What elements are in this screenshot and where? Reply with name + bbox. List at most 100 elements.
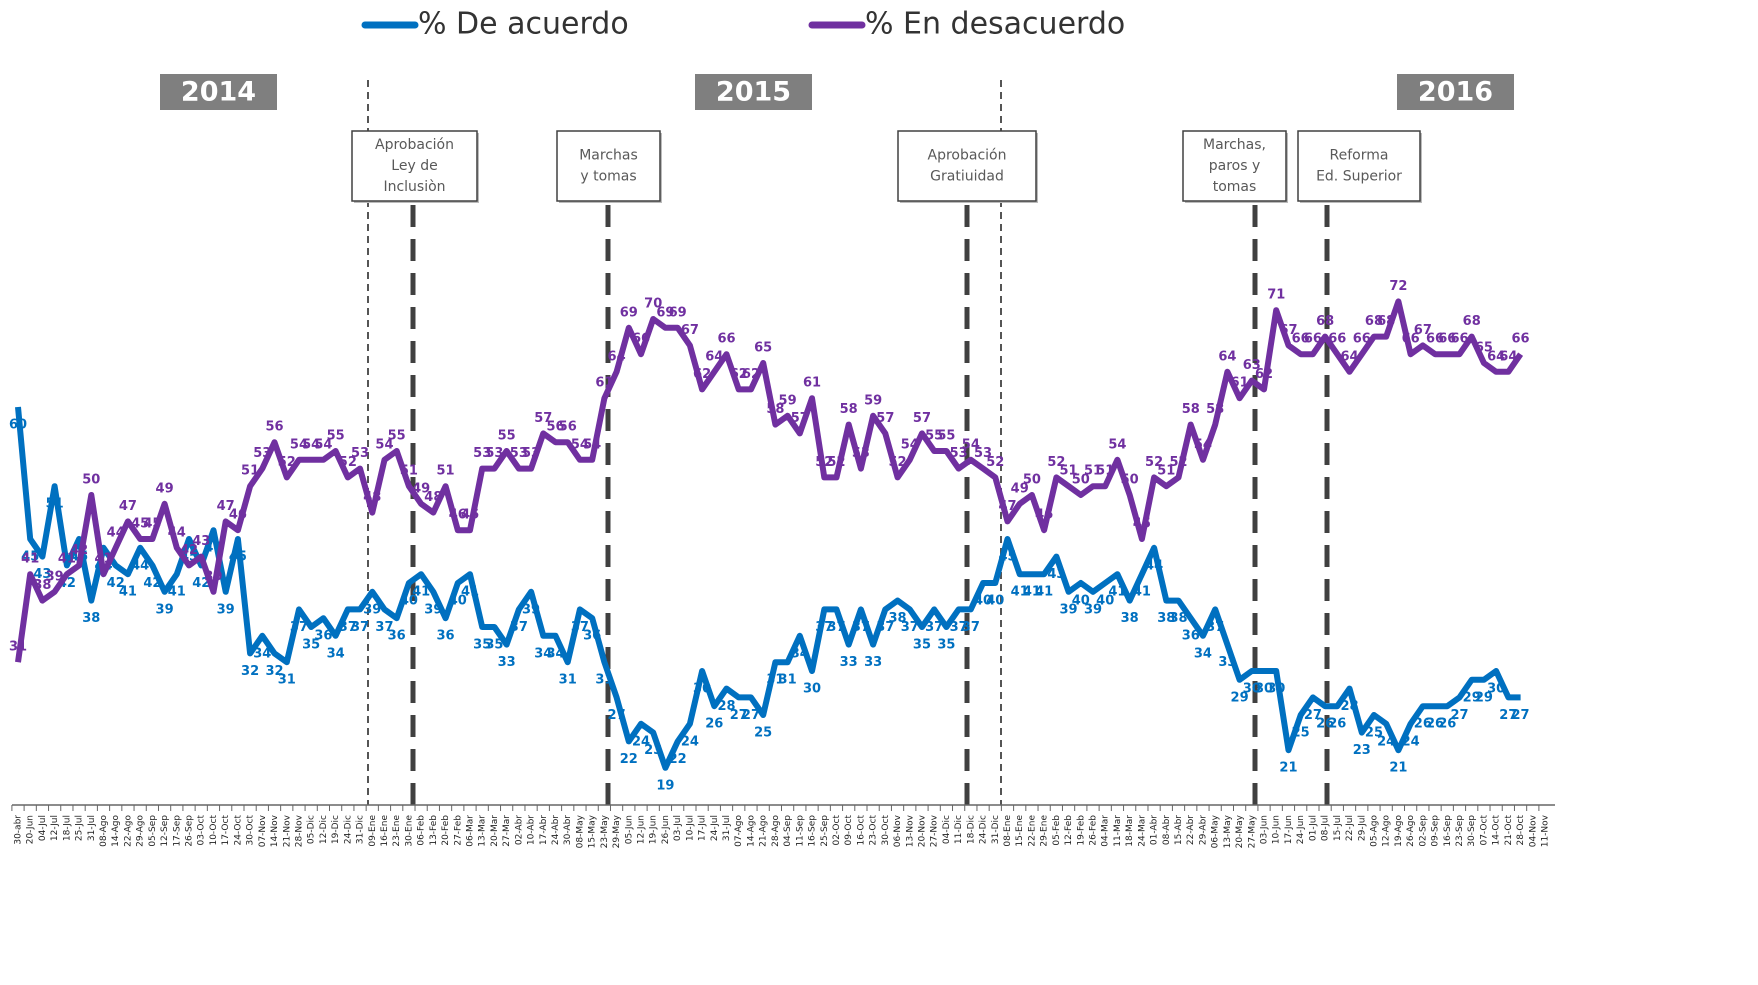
data-label: 72	[1389, 279, 1407, 294]
x-tick-label: 30-Oct	[881, 815, 891, 846]
data-label: 31	[559, 673, 577, 688]
x-tick-label: 30-Oct	[246, 815, 256, 846]
x-tick-label: 08-May	[575, 814, 585, 848]
data-label: 30	[1255, 682, 1273, 697]
data-label: 26	[1414, 717, 1432, 732]
x-tick-label: 31-Dic	[991, 815, 1001, 844]
data-label: 55	[388, 429, 406, 444]
x-tick-label: 15-May	[588, 814, 598, 848]
data-label: 39	[1084, 602, 1102, 617]
data-label: 26	[705, 717, 723, 732]
data-label: 60	[9, 418, 27, 433]
event-label: Aprobación	[375, 137, 454, 153]
data-label: 31	[9, 640, 27, 655]
data-label: 41	[1023, 585, 1041, 600]
x-tick-label: 23-Ene	[392, 815, 402, 847]
data-label: 35	[937, 638, 955, 653]
data-label: 71	[1267, 288, 1285, 303]
data-label: 39	[46, 569, 64, 584]
data-label: 66	[1328, 332, 1346, 347]
data-label: 51	[1096, 464, 1114, 479]
data-label: 42	[143, 576, 161, 591]
event-label: paros y	[1209, 158, 1261, 174]
x-tick-label: 15-Jul	[1333, 815, 1343, 841]
data-label: 41	[168, 585, 186, 600]
event-label: Marchas	[579, 148, 638, 164]
data-label: 26	[1426, 717, 1444, 732]
data-label: 43	[1047, 567, 1065, 582]
data-label: 67	[681, 323, 699, 338]
data-label: 41	[1035, 585, 1053, 600]
data-label: 31	[779, 673, 797, 688]
data-label: 51	[1060, 464, 1078, 479]
data-label: 47	[998, 499, 1016, 514]
x-tick-label: 10-Jul	[685, 815, 695, 841]
x-tick-label: 14-Ago	[111, 815, 121, 847]
x-tick-label: 13-Mar	[478, 815, 488, 847]
x-tick-label: 24-Abr	[551, 815, 561, 845]
x-tick-label: 24-Dic	[979, 815, 989, 844]
x-tick-label: 19-Jun	[649, 815, 659, 844]
data-label: 53	[522, 446, 540, 461]
data-label: 56	[546, 420, 564, 435]
x-tick-label: 11-Dic	[954, 815, 964, 844]
data-label: 34	[1194, 646, 1212, 661]
data-label: 38	[889, 611, 907, 626]
data-label: 67	[1414, 323, 1432, 338]
x-tick-label: 31-Dic	[356, 815, 366, 844]
data-label: 41	[1011, 585, 1029, 600]
data-label: 69	[656, 305, 674, 320]
data-label: 23	[644, 743, 662, 758]
data-label: 53	[974, 446, 992, 461]
data-label: 35	[302, 638, 320, 653]
data-label: 21	[1279, 761, 1297, 776]
x-tick-label: 14-Nov	[270, 814, 280, 847]
data-label: 32	[241, 664, 259, 679]
event-label: y tomas	[580, 169, 636, 185]
data-label: 66	[1292, 332, 1310, 347]
x-tick-label: 22-Jul	[1345, 815, 1355, 841]
data-label: 19	[656, 778, 674, 793]
x-tick-label: 19-Feb	[1076, 815, 1086, 846]
x-tick-label: 22-Abr	[1186, 815, 1196, 845]
data-label: 35	[485, 638, 503, 653]
data-label: 36	[314, 629, 332, 644]
x-tick-label: 18-Dic	[966, 815, 976, 844]
data-label: 31	[766, 673, 784, 688]
data-label: 33	[864, 655, 882, 670]
data-label: 37	[962, 620, 980, 635]
x-tick-label: 28-Oct	[1516, 815, 1526, 846]
data-label: 26	[1438, 717, 1456, 732]
data-label: 64	[1218, 349, 1236, 364]
data-label: 37	[375, 620, 393, 635]
x-tick-label: 09-Oct	[844, 815, 854, 846]
data-label: 52	[278, 455, 296, 470]
x-tick-label: 01-Abr	[1150, 815, 1160, 845]
x-tick-label: 03-Jul	[673, 815, 683, 841]
data-label: 50	[82, 473, 100, 488]
data-label: 62	[1255, 367, 1273, 382]
data-label: 53	[351, 446, 369, 461]
data-label: 27	[608, 708, 626, 723]
data-label: 66	[632, 332, 650, 347]
data-label: 41	[21, 552, 39, 567]
data-label: 38	[1157, 611, 1175, 626]
data-label: 40	[449, 594, 467, 609]
data-label: 33	[498, 655, 516, 670]
x-tick-label: 19-Ago	[1394, 815, 1404, 847]
x-tick-label: 23-Oct	[869, 815, 879, 846]
legend-label: % De acuerdo	[418, 7, 629, 42]
x-tick-label: 29-Jul	[1357, 815, 1367, 841]
x-tick-label: 13-Feb	[429, 815, 439, 846]
data-label: 55	[925, 429, 943, 444]
data-label: 44	[1145, 558, 1163, 573]
data-label: 39	[204, 569, 222, 584]
data-label: 58	[1182, 402, 1200, 417]
x-tick-label: 21-Ago	[759, 815, 769, 847]
data-label: 69	[669, 305, 687, 320]
x-tick-label: 21-Oct	[1504, 815, 1514, 846]
x-tick-label: 05-Feb	[1052, 815, 1062, 846]
x-tick-label: 22-Ago	[123, 815, 133, 847]
data-label: 54	[901, 437, 919, 452]
x-tick-label: 20-Mar	[490, 815, 500, 847]
